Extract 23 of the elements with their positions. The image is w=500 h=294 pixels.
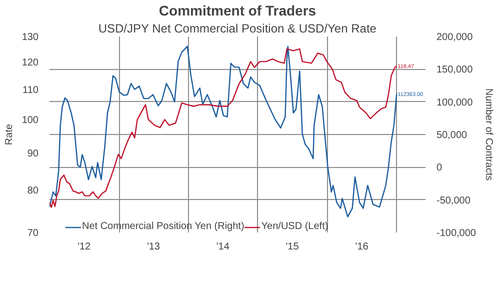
y2-tick-label: 50,000 bbox=[436, 130, 468, 141]
x-tick-label: '13 bbox=[146, 242, 160, 252]
y-tick-label: 100 bbox=[22, 115, 39, 126]
chart-subtitle: USD/JPY Net Commercial Position & USD/Yen Rate bbox=[98, 22, 377, 36]
x-tick-label: '12 bbox=[78, 242, 92, 252]
y2-tick-label: 100,000 bbox=[436, 97, 474, 108]
x-tick-label: '14 bbox=[216, 242, 230, 252]
x-tick-label: '15 bbox=[286, 242, 300, 252]
x-tick-label: '16 bbox=[355, 242, 369, 252]
y-tick-label: 90 bbox=[27, 148, 39, 160]
y-tick-label: 70 bbox=[27, 228, 39, 239]
y2-tick-label: 0 bbox=[436, 162, 442, 174]
y2-tick-label: -100,000 bbox=[436, 228, 476, 239]
y2-tick-label: 150,000 bbox=[436, 64, 474, 76]
chart-title: Commitment of Traders bbox=[158, 2, 316, 18]
y2-axis-title: Number of Contracts bbox=[482, 88, 494, 181]
y-tick-label: 80 bbox=[27, 186, 39, 197]
y-tick-label: 120 bbox=[22, 57, 39, 68]
y-tick-label: 130 bbox=[22, 32, 39, 43]
y2-tick-label: 200,000 bbox=[436, 32, 474, 43]
y2-tick-label: -50,000 bbox=[436, 195, 471, 206]
y-tick-label: 110 bbox=[22, 84, 39, 96]
y-axis-title: Rate bbox=[4, 124, 15, 146]
